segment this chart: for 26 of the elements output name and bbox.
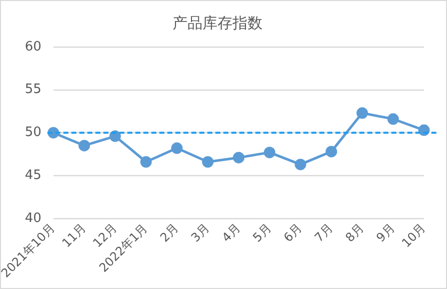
point xyxy=(294,158,306,170)
x-tick-label: 5月 xyxy=(250,220,274,245)
point xyxy=(387,113,399,125)
x-tick-label: 9月 xyxy=(374,220,398,245)
y-tick-label: 45 xyxy=(24,168,42,183)
point xyxy=(232,152,244,164)
y-tick-label: 55 xyxy=(24,82,42,98)
point xyxy=(171,142,183,154)
x-tick-label: 8月 xyxy=(342,220,367,245)
x-tick-label: 7月 xyxy=(312,220,336,245)
chart-title: 产品库存指数 xyxy=(172,14,262,32)
point xyxy=(264,146,276,158)
y-tick-label: 60 xyxy=(24,39,42,54)
point xyxy=(140,156,152,168)
y-tick-label: 50 xyxy=(24,125,42,140)
point xyxy=(326,146,338,158)
x-tick-label: 2月 xyxy=(157,220,182,245)
point xyxy=(356,107,368,119)
x-tick-label: 4月 xyxy=(219,220,244,245)
x-tick-label: 11月 xyxy=(59,220,89,250)
point xyxy=(78,140,90,152)
x-tick-label: 6月 xyxy=(281,220,305,245)
x-tick-label: 3月 xyxy=(188,220,212,245)
x-tick-label: 10月 xyxy=(399,220,428,250)
y-tick-label: 40 xyxy=(24,210,42,226)
point xyxy=(202,156,214,168)
